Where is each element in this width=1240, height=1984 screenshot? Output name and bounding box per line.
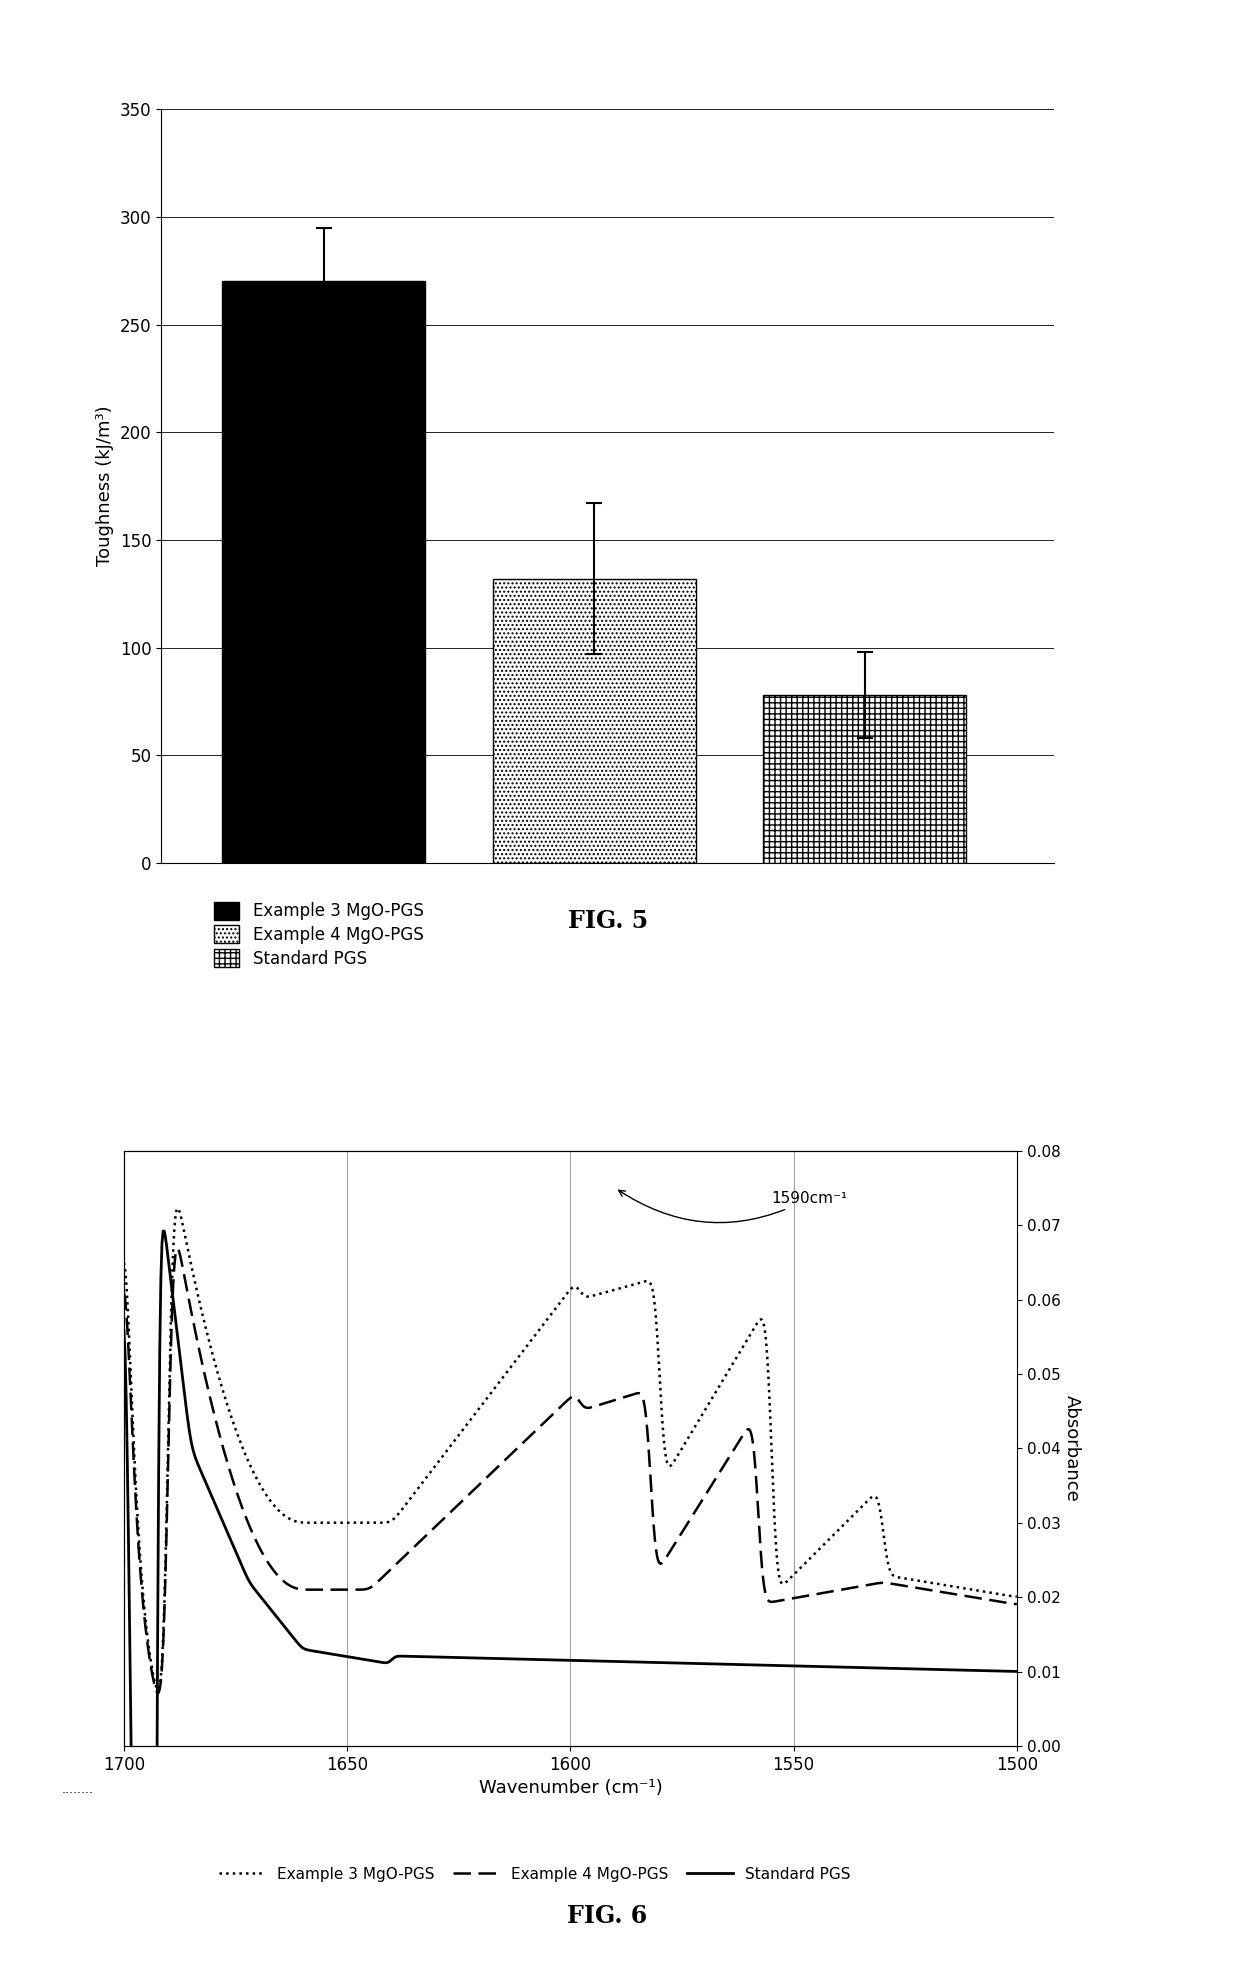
Example 3 MgO-PGS bbox=[170, 1196, 185, 1220]
Standard PGS bbox=[796, 1655, 811, 1678]
Example 3 MgO-PGS bbox=[637, 1270, 652, 1294]
Bar bbox=[763, 694, 966, 863]
Example 4 MgO-PGS bbox=[637, 1395, 652, 1419]
Text: 1590cm⁻¹: 1590cm⁻¹ bbox=[619, 1190, 847, 1222]
Line: Example 3 MgO-PGS: Example 3 MgO-PGS bbox=[124, 1208, 1017, 1690]
Text: ........: ........ bbox=[62, 1784, 94, 1796]
Example 4 MgO-PGS bbox=[150, 1680, 165, 1704]
Example 4 MgO-PGS bbox=[661, 1542, 676, 1565]
Example 4 MgO-PGS bbox=[117, 1282, 131, 1305]
Example 3 MgO-PGS bbox=[888, 1565, 903, 1589]
Example 3 MgO-PGS bbox=[117, 1250, 131, 1274]
Example 3 MgO-PGS bbox=[661, 1452, 676, 1476]
Standard PGS bbox=[637, 1651, 652, 1674]
Bar bbox=[492, 579, 696, 863]
Example 3 MgO-PGS bbox=[150, 1678, 165, 1702]
Example 4 MgO-PGS bbox=[174, 1248, 188, 1272]
Y-axis label: Toughness (kJ/m³): Toughness (kJ/m³) bbox=[97, 407, 114, 565]
Line: Standard PGS: Standard PGS bbox=[124, 1230, 1017, 1984]
Legend: Example 3 MgO-PGS, Example 4 MgO-PGS, Standard PGS: Example 3 MgO-PGS, Example 4 MgO-PGS, St… bbox=[215, 901, 423, 968]
Standard PGS bbox=[687, 1651, 702, 1674]
Example 4 MgO-PGS bbox=[1009, 1591, 1024, 1615]
X-axis label: Wavenumber (cm⁻¹): Wavenumber (cm⁻¹) bbox=[479, 1780, 662, 1798]
Example 4 MgO-PGS bbox=[796, 1585, 811, 1609]
Standard PGS bbox=[156, 1218, 171, 1242]
Example 4 MgO-PGS bbox=[170, 1236, 185, 1260]
Legend: Example 3 MgO-PGS, Example 4 MgO-PGS, Standard PGS: Example 3 MgO-PGS, Example 4 MgO-PGS, St… bbox=[213, 1861, 857, 1889]
Text: FIG. 5: FIG. 5 bbox=[568, 909, 647, 932]
Standard PGS bbox=[117, 1319, 131, 1343]
Y-axis label: Absorbance: Absorbance bbox=[1063, 1395, 1081, 1502]
Example 3 MgO-PGS bbox=[174, 1204, 188, 1228]
Example 4 MgO-PGS bbox=[687, 1500, 702, 1524]
Standard PGS bbox=[1009, 1659, 1024, 1682]
Example 4 MgO-PGS bbox=[888, 1573, 903, 1597]
Standard PGS bbox=[888, 1657, 903, 1680]
Bar bbox=[222, 282, 425, 863]
Example 3 MgO-PGS bbox=[687, 1415, 702, 1438]
Example 3 MgO-PGS bbox=[1009, 1585, 1024, 1609]
Text: FIG. 6: FIG. 6 bbox=[568, 1905, 647, 1928]
Line: Example 4 MgO-PGS: Example 4 MgO-PGS bbox=[124, 1248, 1017, 1692]
Example 3 MgO-PGS bbox=[796, 1553, 811, 1577]
Standard PGS bbox=[661, 1651, 676, 1674]
Standard PGS bbox=[174, 1353, 188, 1377]
